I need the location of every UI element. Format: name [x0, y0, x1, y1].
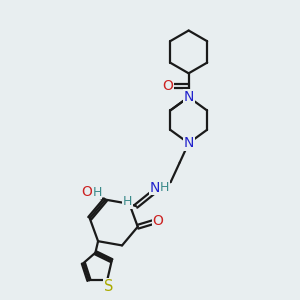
Text: N: N	[149, 181, 160, 195]
Text: H: H	[160, 181, 170, 194]
Text: H: H	[123, 195, 132, 208]
Text: N: N	[184, 136, 194, 150]
Text: H: H	[92, 186, 102, 199]
Text: N: N	[184, 90, 194, 104]
Text: S: S	[104, 279, 113, 294]
Text: O: O	[162, 79, 173, 93]
Text: O: O	[82, 185, 92, 199]
Text: O: O	[152, 214, 164, 228]
